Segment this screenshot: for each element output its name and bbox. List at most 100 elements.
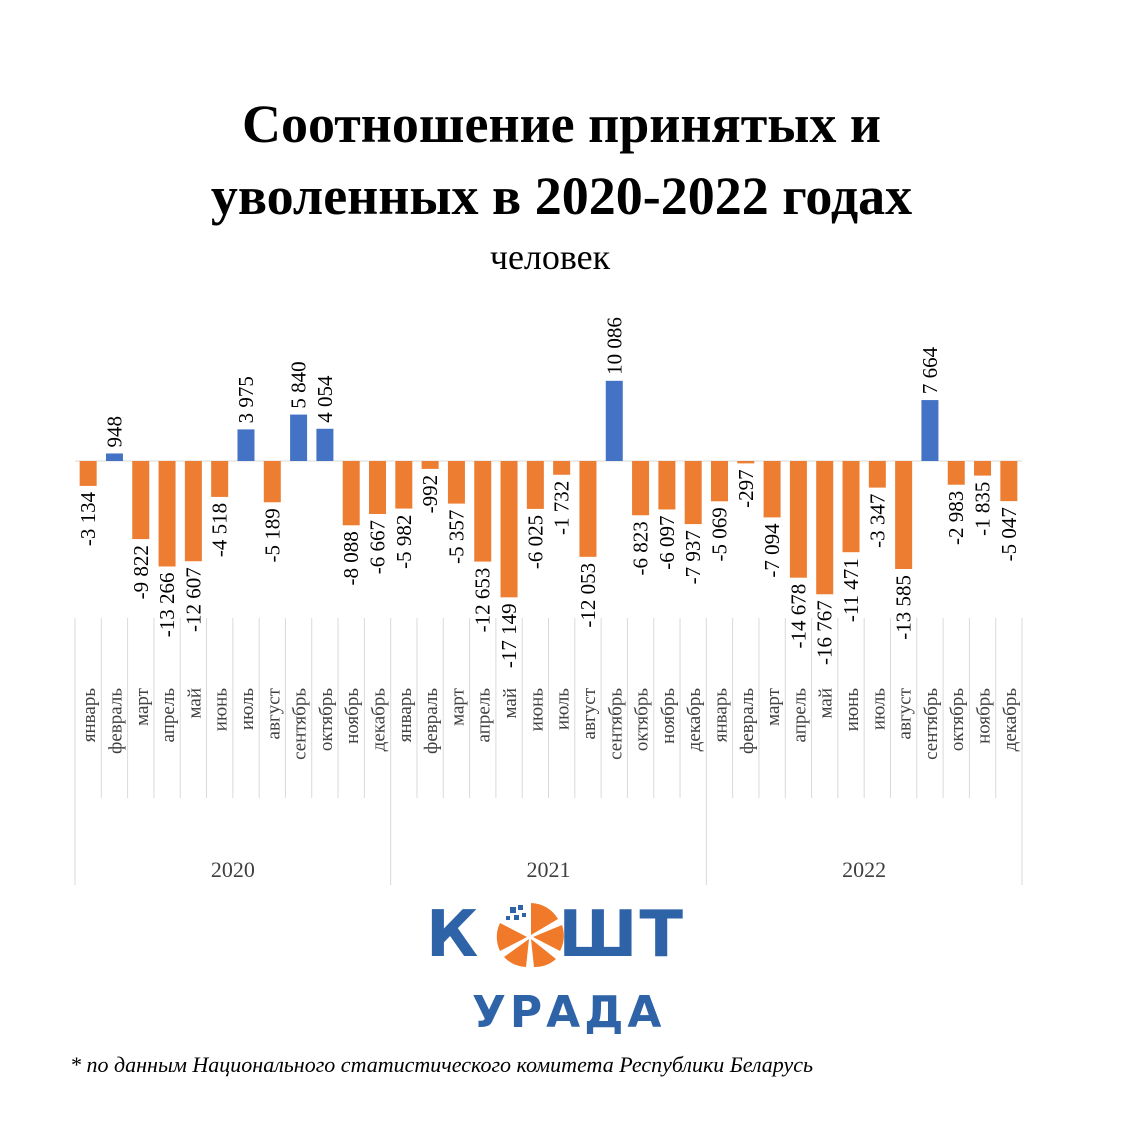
data-label-22: -6 823 [629,521,653,575]
data-label-19: -1 732 [550,481,574,535]
bar-20 [579,461,597,557]
logo-word-top: К ШТ [426,897,685,973]
month-label-6: июнь [211,688,232,732]
data-label-26: -297 [734,469,758,508]
month-label-26: февраль [737,688,758,754]
month-label-14: февраль [421,688,442,754]
data-label-23: -6 097 [655,515,679,569]
month-label-10: октябрь [316,688,337,751]
bar-29 [816,461,834,595]
data-label-10: 4 054 [313,375,337,423]
chart-subtitle: человек [489,237,611,277]
bar-13 [395,461,413,509]
month-label-35: ноябрь [974,688,995,744]
data-label-35: -1 835 [971,482,995,536]
data-label-14: -992 [418,475,442,514]
bar-19 [553,461,571,475]
month-label-32: август [895,687,916,739]
koshta-urada-logo: К ШТ УРАДА [420,895,710,1045]
bar-28 [789,461,807,578]
bar-34 [947,461,965,485]
month-label-24: декабрь [684,688,705,752]
bar-27 [763,461,781,518]
data-label-3: -9 822 [129,545,153,599]
data-label-6: -4 518 [208,503,232,557]
month-label-21: сентябрь [605,688,626,760]
month-label-3: март [132,687,153,726]
data-label-18: -6 025 [523,515,547,569]
data-label-8: -5 189 [260,508,284,562]
month-label-13: январь [395,688,416,743]
month-label-5: май [184,688,205,719]
bar-22 [632,461,650,516]
bar-31 [868,461,886,488]
month-label-15: март [447,687,468,726]
month-label-11: ноябрь [342,688,363,744]
month-label-34: октябрь [947,688,968,751]
bar-16 [474,461,492,562]
month-label-20: август [579,687,600,739]
bar-17 [500,461,518,598]
bar-23 [658,461,676,510]
bar-33 [921,400,939,461]
data-label-15: -5 357 [444,510,468,564]
data-label-11: -8 088 [339,531,363,585]
bar-4 [158,461,176,567]
bar-15 [447,461,465,504]
month-label-1: январь [79,688,100,743]
month-label-16: апрель [474,688,495,743]
month-label-31: июль [868,688,889,730]
year-label-2022: 2022 [842,857,886,882]
bar-14 [421,461,439,469]
chart-title-line-1: Соотношение принятых и [241,94,882,154]
bar-1 [79,461,97,486]
data-label-12: -6 667 [366,520,390,574]
orange-slice-icon [496,903,564,968]
data-label-36: -5 047 [997,507,1021,561]
data-label-17: -17 149 [497,603,521,668]
chart-title: Соотношение принятых и уволенных в 2020-… [0,88,1123,232]
data-label-5: -12 607 [181,567,205,632]
data-label-2: 948 [102,416,126,448]
bar-3 [132,461,150,540]
bar-7 [237,429,255,461]
data-label-28: -14 678 [786,584,810,649]
month-label-18: июнь [526,688,547,732]
data-label-1: -3 134 [76,491,100,546]
data-label-34: -2 983 [944,491,968,545]
bar-32 [895,461,913,570]
data-label-7: 3 975 [234,376,258,423]
data-label-31: -3 347 [865,494,889,548]
bar-35 [974,461,992,476]
month-label-23: ноябрь [658,688,679,744]
month-label-19: июль [553,688,574,730]
data-label-21: 10 086 [602,317,626,375]
bar-36 [1000,461,1018,502]
month-label-36: декабрь [1000,688,1021,752]
month-label-30: июнь [842,688,863,732]
bar-6 [211,461,229,497]
bar-26 [737,461,755,464]
data-label-32: -13 585 [892,575,916,640]
data-label-24: -7 937 [681,530,705,584]
month-label-22: октябрь [632,688,653,751]
source-footnote: * по данным Национального статистическог… [70,1052,814,1077]
data-label-20: -12 053 [576,563,600,628]
logo-word-bottom: УРАДА [472,987,666,1038]
bar-21 [605,380,623,461]
month-label-17: май [500,688,521,719]
bar-chart: -3 134 январь 948 февраль -9 822 март -13 266 а… [74,317,1023,885]
month-label-9: сентябрь [290,688,311,760]
data-label-27: -7 094 [760,523,784,578]
bar-5 [184,461,202,562]
logo-letters-sht: ШТ [558,898,686,972]
month-label-12: декабрь [369,688,390,752]
data-label-29: -16 767 [813,600,837,665]
data-label-13: -5 982 [392,515,416,569]
bar-8 [263,461,281,503]
bar-10 [316,428,334,461]
data-label-16: -12 653 [471,568,495,633]
bar-30 [842,461,860,553]
month-label-2: февраль [105,688,126,754]
month-label-7: июль [237,688,258,730]
